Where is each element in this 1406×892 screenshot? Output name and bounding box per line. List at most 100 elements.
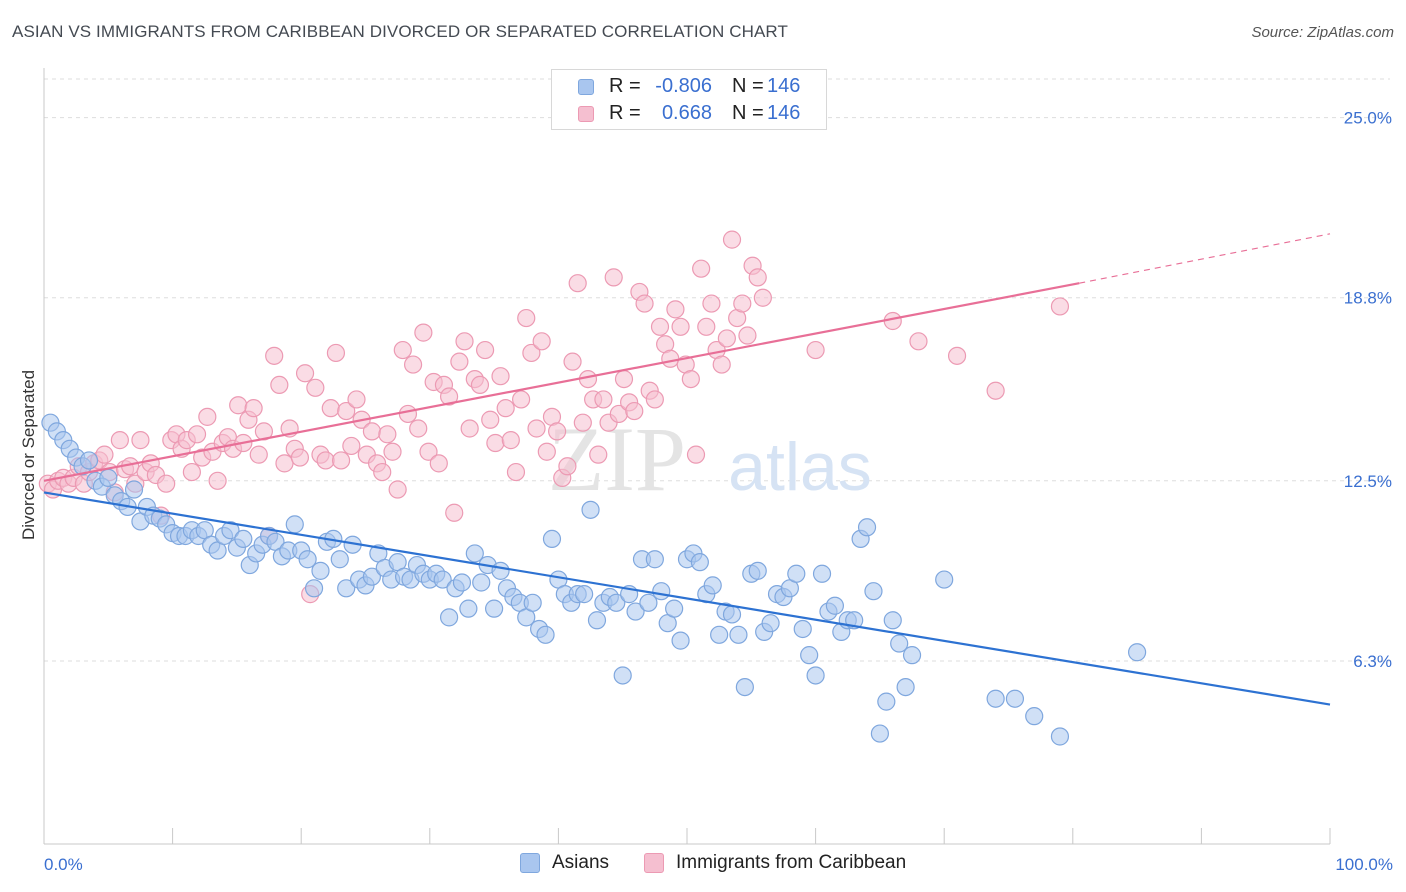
caribbean-trend-line bbox=[43, 282, 1080, 482]
caribbean-point bbox=[398, 404, 418, 424]
bottom-legend-swatch-asians bbox=[520, 853, 540, 873]
asian-point bbox=[761, 614, 780, 633]
caribbean-point bbox=[496, 399, 515, 418]
caribbean-point bbox=[182, 462, 201, 482]
tick-labels: 6.3% 12.5% 18.8% 25.0% 0.0% 100.0% bbox=[44, 109, 1393, 874]
caribbean-point bbox=[316, 451, 335, 470]
asian-point bbox=[877, 692, 896, 711]
caribbean-point bbox=[198, 407, 217, 426]
asian-point bbox=[124, 480, 144, 499]
asian-point bbox=[337, 579, 356, 598]
caribbean-point bbox=[362, 422, 382, 441]
caribbean-point bbox=[527, 419, 546, 438]
asian-point bbox=[690, 553, 709, 572]
asian-point bbox=[79, 451, 99, 470]
caribbean-point bbox=[295, 364, 315, 383]
caribbean-point bbox=[157, 474, 176, 493]
asian-point bbox=[703, 576, 722, 595]
asian-point bbox=[452, 573, 472, 592]
caribbean-point bbox=[986, 381, 1005, 400]
watermark: ZIP atlas bbox=[548, 408, 872, 510]
y-tick-label: 18.8% bbox=[1344, 289, 1392, 308]
caribbean-point bbox=[594, 390, 613, 409]
caribbean-point bbox=[661, 349, 680, 368]
caribbean-point bbox=[573, 413, 592, 432]
asian-point bbox=[439, 608, 459, 627]
asian-point bbox=[99, 468, 118, 487]
legend-r-value-asians: -0.806 bbox=[655, 75, 712, 97]
caribbean-point bbox=[439, 387, 459, 406]
legend-swatch-asians bbox=[578, 79, 594, 95]
caribbean-point bbox=[414, 323, 433, 342]
caribbean-point bbox=[460, 419, 479, 438]
y-tick-label: 12.5% bbox=[1344, 472, 1392, 491]
caribbean-point bbox=[373, 462, 392, 482]
asians-trend-line bbox=[43, 491, 1331, 706]
watermark-atlas: atlas bbox=[728, 429, 872, 505]
caribbean-point bbox=[347, 390, 366, 409]
caribbean-point bbox=[517, 308, 536, 328]
caribbean-point bbox=[501, 431, 520, 450]
legend: R = -0.806 N = 146 R = 0.668 N = 146 bbox=[551, 69, 827, 130]
asian-point bbox=[857, 518, 877, 537]
asian-point bbox=[639, 593, 658, 612]
axes bbox=[43, 68, 1331, 845]
legend-swatch-caribbean bbox=[578, 106, 594, 122]
asian-point bbox=[459, 599, 478, 618]
y-tick-label: 6.3% bbox=[1353, 652, 1392, 671]
asian-point bbox=[645, 550, 664, 569]
caribbean-point bbox=[419, 442, 438, 461]
asian-point bbox=[665, 599, 684, 618]
caribbean-point bbox=[275, 454, 294, 473]
caribbean-point bbox=[429, 454, 448, 473]
caribbean-point bbox=[558, 457, 577, 476]
caribbean-point bbox=[563, 352, 582, 371]
caribbean-point bbox=[947, 346, 967, 365]
caribbean-point bbox=[187, 425, 207, 444]
asian-point bbox=[793, 619, 812, 639]
asian-point bbox=[607, 593, 626, 612]
asian-point bbox=[362, 567, 382, 586]
caribbean-point bbox=[635, 294, 654, 313]
caribbean-point bbox=[403, 355, 423, 374]
caribbean-point bbox=[306, 378, 325, 397]
asian-point bbox=[311, 561, 330, 580]
caribbean-point bbox=[712, 355, 731, 374]
asian-point bbox=[1050, 727, 1070, 746]
caribbean-point bbox=[1050, 297, 1070, 316]
asian-point bbox=[234, 529, 253, 549]
caribbean-point bbox=[522, 343, 541, 363]
caribbean-point bbox=[537, 442, 556, 461]
caribbean-point bbox=[614, 369, 634, 389]
asian-point bbox=[465, 544, 484, 563]
asian-point bbox=[825, 596, 844, 615]
caribbean-point bbox=[909, 332, 928, 351]
caribbean-point bbox=[671, 317, 690, 336]
caribbean-point bbox=[604, 268, 623, 287]
caribbean-point bbox=[491, 367, 510, 386]
caribbean-point bbox=[589, 445, 608, 464]
bottom-legend-label-caribbean: Immigrants from Caribbean bbox=[676, 852, 907, 873]
asian-point bbox=[485, 599, 504, 618]
asian-point bbox=[536, 625, 555, 644]
caribbean-point bbox=[208, 471, 227, 490]
asian-point bbox=[626, 602, 645, 621]
legend-n-label: N = bbox=[732, 102, 764, 124]
asian-point bbox=[285, 515, 304, 534]
legend-r-label: R = bbox=[609, 75, 641, 97]
caribbean-point bbox=[229, 396, 248, 415]
asian-point bbox=[870, 724, 890, 743]
bottom-legend-swatch-caribbean bbox=[644, 853, 664, 873]
asian-point bbox=[575, 585, 594, 604]
asian-point bbox=[986, 689, 1005, 708]
caribbean-point bbox=[326, 343, 346, 363]
caribbean-point bbox=[486, 433, 505, 453]
asian-point bbox=[1127, 643, 1147, 662]
caribbean-point bbox=[270, 375, 289, 395]
caribbean-point bbox=[753, 288, 772, 307]
caribbean-point bbox=[738, 326, 757, 345]
caribbean-point bbox=[806, 340, 825, 360]
caribbean-point bbox=[455, 332, 474, 351]
asian-point bbox=[671, 631, 690, 650]
